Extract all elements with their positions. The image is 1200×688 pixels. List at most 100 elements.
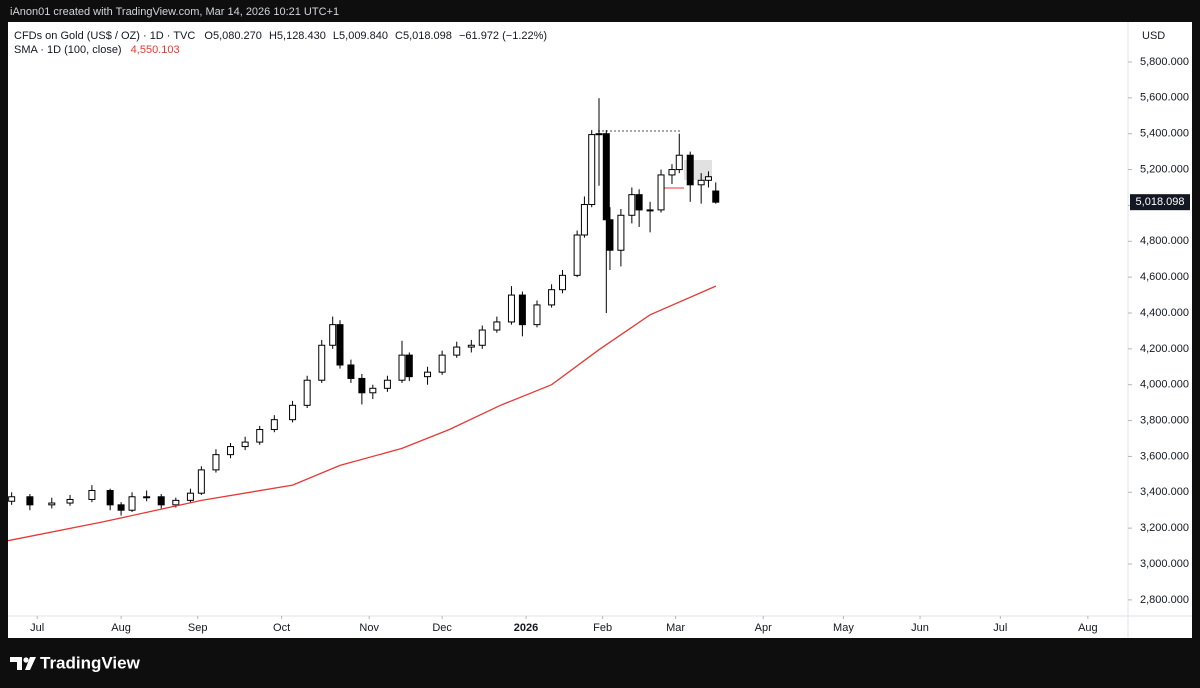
candle-body <box>588 134 596 206</box>
x-tick-label: Sep <box>188 622 208 634</box>
candle-body <box>606 219 614 251</box>
currency: USD <box>1142 30 1165 42</box>
candle-body <box>270 419 278 431</box>
candle-body <box>8 496 16 502</box>
candle-body <box>595 133 603 136</box>
sma-name: SMA · 1D (100, close) <box>14 44 122 56</box>
x-tick-label: Aug <box>1078 622 1098 634</box>
ohlc-change: −61.972 (−1.22%) <box>459 30 547 42</box>
candle-body <box>256 429 264 443</box>
candle-body <box>289 404 297 421</box>
candle-body <box>117 504 125 511</box>
last-price-label: 5,018.098 <box>1136 196 1185 208</box>
candle-body <box>48 502 56 506</box>
x-tick-label: Jul <box>993 622 1007 634</box>
candle-body <box>66 498 74 504</box>
candle-body <box>533 304 541 326</box>
x-tick-label: May <box>833 622 854 634</box>
candle-body <box>467 344 475 348</box>
legend-line: CFDs on Gold (US$ / OZ) · 1D · TVC O5,08… <box>14 30 547 42</box>
candle-body <box>358 377 366 394</box>
brand-name: TradingView <box>40 653 141 672</box>
candle-body <box>628 194 636 216</box>
y-tick-label: 3,200.000 <box>1140 522 1189 534</box>
candle-body <box>212 454 220 471</box>
candle-body <box>507 294 515 323</box>
candle-body <box>686 154 694 186</box>
candle-body <box>106 489 114 506</box>
candle-body <box>398 354 406 381</box>
candle-body <box>369 387 377 394</box>
candle-body <box>493 321 501 331</box>
candle-body <box>336 324 344 366</box>
sma-legend: SMA · 1D (100, close) 4,550.103 <box>14 44 180 56</box>
y-tick-label: 3,800.000 <box>1140 414 1189 426</box>
candle-body <box>318 344 326 381</box>
y-tick-label: 4,800.000 <box>1140 235 1189 247</box>
sma-line <box>7 285 717 542</box>
y-tick-label: 5,600.000 <box>1140 92 1189 104</box>
candle-body <box>675 154 683 171</box>
candle-body <box>453 346 461 356</box>
credit: iAnon01 created with TradingView.com, Ma… <box>10 6 339 18</box>
candle-body <box>697 179 705 186</box>
candle-body <box>347 364 355 379</box>
x-tick-label: 2026 <box>514 622 538 634</box>
y-tick-label: 3,600.000 <box>1140 450 1189 462</box>
candle-body <box>602 133 610 221</box>
candle-body <box>580 204 588 236</box>
candle-body <box>712 190 720 203</box>
y-tick-label: 5,400.000 <box>1140 128 1189 140</box>
brand-logo <box>10 657 36 670</box>
y-tick-label: 4,400.000 <box>1140 307 1189 319</box>
y-tick-label: 5,800.000 <box>1140 56 1189 68</box>
symbol-title: CFDs on Gold (US$ / OZ) · 1D · TVC <box>14 30 195 42</box>
candle-body <box>704 176 712 181</box>
candle-body <box>186 492 194 501</box>
ohlc-close: C5,018.098 <box>395 30 452 42</box>
x-tick-label: Apr <box>755 622 772 634</box>
candle-body <box>88 489 96 500</box>
candle-body <box>172 499 180 506</box>
x-tick-label: Dec <box>432 622 452 634</box>
candle-body <box>559 274 567 291</box>
y-tick-label: 4,600.000 <box>1140 271 1189 283</box>
candle-body <box>657 174 665 211</box>
sma-value: 4,550.103 <box>131 44 180 56</box>
ohlc-open: O5,080.270 <box>204 30 262 42</box>
y-tick-label: 5,200.000 <box>1140 163 1189 175</box>
candle-body <box>227 446 235 456</box>
y-tick-label: 2,800.000 <box>1140 594 1189 606</box>
candle-body <box>405 354 413 378</box>
y-tick-label: 4,000.000 <box>1140 379 1189 391</box>
x-tick-label: Jun <box>911 622 929 634</box>
candle-body <box>573 234 581 276</box>
candle-body <box>383 379 391 389</box>
x-tick-label: Feb <box>593 622 612 634</box>
candle-body <box>438 354 446 373</box>
x-tick-label: Oct <box>273 622 290 634</box>
candle-body <box>518 294 526 326</box>
ohlc-low: L5,009.840 <box>333 30 388 42</box>
candle-body <box>548 289 556 306</box>
y-tick-label: 4,200.000 <box>1140 343 1189 355</box>
x-tick-label: Aug <box>111 622 131 634</box>
candle-body <box>26 496 34 506</box>
y-tick-label: 3,400.000 <box>1140 486 1189 498</box>
x-tick-label: Mar <box>666 622 685 634</box>
candle-body <box>143 496 151 499</box>
candle-body <box>329 324 337 346</box>
candle-body <box>128 496 136 511</box>
candle-body <box>241 441 249 448</box>
x-tick-label: Jul <box>30 622 44 634</box>
candle-body <box>635 194 643 211</box>
candle-body <box>157 496 165 506</box>
candle-body <box>668 169 676 176</box>
y-tick-label: 3,000.000 <box>1140 558 1189 570</box>
x-tick-label: Nov <box>359 622 379 634</box>
candle-body <box>303 379 311 406</box>
candle-body <box>617 214 625 251</box>
candles <box>8 98 720 516</box>
candle-body <box>478 329 486 346</box>
